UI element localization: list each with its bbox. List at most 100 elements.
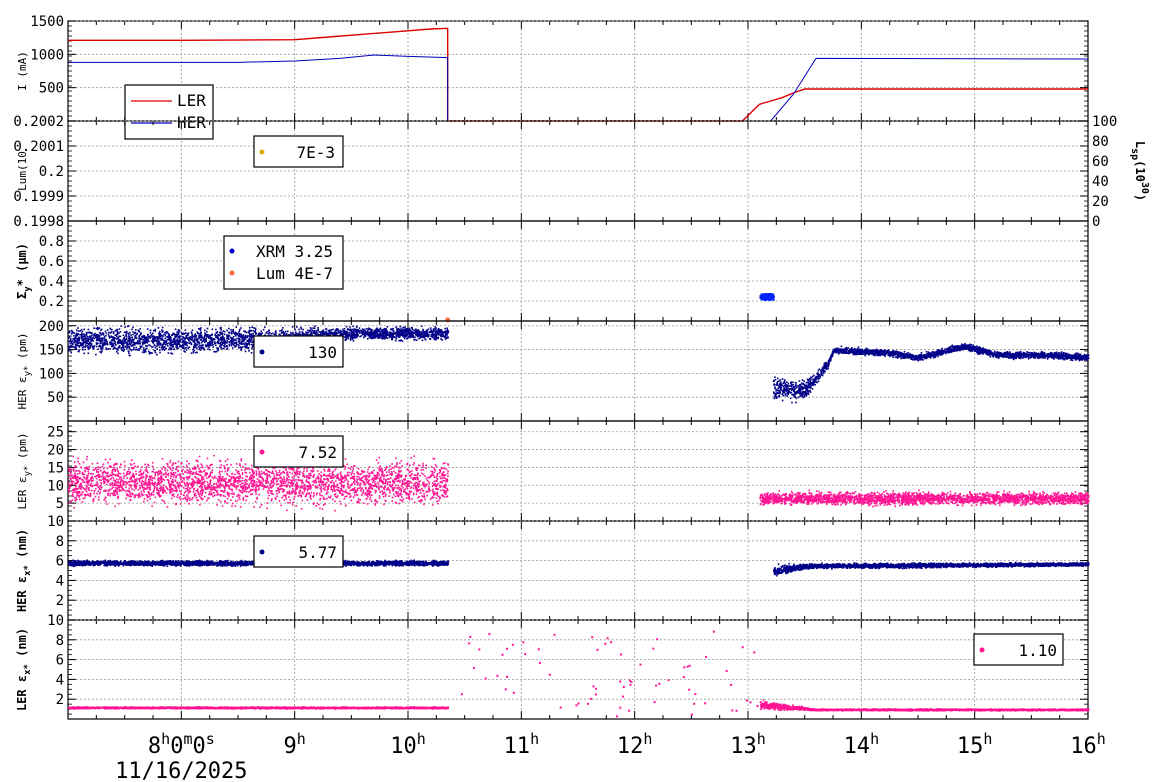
y-tick-label: 50 [47, 390, 64, 406]
data-point [441, 339, 444, 341]
data-point [105, 334, 107, 337]
data-point [214, 334, 217, 337]
data-point [783, 387, 785, 389]
data-point [880, 352, 882, 354]
data-point [198, 334, 200, 337]
data-point [371, 331, 374, 334]
data-point [252, 327, 255, 329]
data-point [379, 328, 381, 330]
data-point [853, 347, 856, 350]
data-point [122, 334, 125, 337]
data-point [197, 337, 200, 339]
data-point [317, 333, 320, 336]
data-point [126, 325, 129, 328]
data-point [389, 331, 392, 333]
data-point [409, 332, 412, 334]
data-point [205, 340, 207, 343]
data-point [80, 328, 83, 331]
data-point [168, 335, 170, 338]
data-point [404, 330, 407, 333]
data-point [420, 336, 423, 339]
data-point [763, 293, 766, 296]
data-point [841, 349, 844, 352]
data-point [248, 335, 251, 337]
data-point [809, 389, 811, 392]
data-point [234, 346, 236, 348]
data-point [123, 336, 126, 339]
data-point [98, 338, 101, 340]
data-point [412, 336, 415, 339]
data-point [121, 349, 123, 351]
data-point [176, 338, 179, 341]
data-point [763, 295, 766, 298]
data-point [158, 334, 161, 336]
data-point [128, 347, 131, 349]
data-point [166, 336, 168, 338]
data-point [118, 346, 121, 348]
data-point [386, 330, 389, 332]
data-point [893, 352, 896, 355]
data-point [868, 353, 870, 356]
data-point [234, 342, 237, 344]
data-point [901, 352, 904, 355]
data-point [772, 379, 775, 382]
data-point [901, 355, 904, 358]
data-point [807, 386, 809, 389]
data-point [146, 328, 149, 330]
data-point [836, 347, 839, 350]
data-point [177, 331, 180, 334]
data-point [193, 335, 196, 338]
data-point [95, 343, 98, 345]
data-point [378, 335, 381, 337]
data-point [806, 388, 809, 391]
data-point [83, 345, 85, 348]
data-point [325, 328, 327, 330]
data-point [178, 337, 180, 339]
data-point [411, 327, 413, 329]
data-point [241, 338, 244, 340]
data-point [355, 326, 358, 328]
data-point [139, 342, 141, 345]
data-point [161, 337, 163, 339]
data-point [211, 338, 213, 340]
data-point [823, 362, 826, 365]
data-point [397, 329, 400, 331]
data-point [432, 330, 434, 333]
y2-tick-label: 80 [1092, 134, 1109, 150]
data-point [246, 346, 248, 348]
data-point [169, 347, 172, 350]
data-point [289, 331, 292, 334]
data-point [368, 328, 371, 330]
data-point [220, 338, 222, 341]
data-point [353, 328, 355, 330]
data-point [123, 331, 126, 334]
data-point [128, 352, 130, 354]
data-point [121, 341, 124, 344]
data-point [191, 339, 193, 341]
data-point [282, 331, 284, 334]
data-point [436, 332, 439, 334]
data-point [870, 353, 873, 355]
data-point [235, 341, 238, 344]
data-point [249, 340, 252, 343]
data-point [100, 337, 103, 339]
data-point [763, 294, 766, 297]
data-point [328, 329, 331, 331]
data-point [195, 339, 197, 341]
data-point [372, 337, 374, 340]
data-point [71, 330, 74, 333]
data-point [115, 350, 118, 353]
data-point [906, 356, 909, 359]
data-point [247, 340, 250, 343]
data-point [185, 348, 188, 351]
data-point [234, 345, 237, 347]
data-point [193, 349, 195, 352]
data-point [377, 336, 380, 338]
data-point [168, 338, 170, 341]
data-point [782, 390, 784, 392]
data-point [856, 351, 859, 353]
data-point [199, 347, 201, 349]
data-point [801, 394, 803, 396]
data-point [173, 348, 176, 351]
